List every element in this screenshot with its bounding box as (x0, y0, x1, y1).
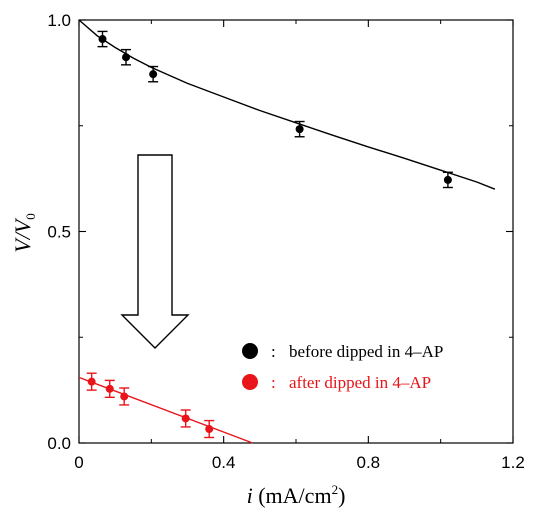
data-point-series-0 (295, 125, 304, 134)
data-point-series-1 (205, 425, 214, 434)
axis-ticks: 0 0.4 0.8 1.2 0.0 0.5 1.0 (47, 11, 524, 472)
y-axis-label: V/V0 (10, 213, 38, 253)
legend-label-after: after dipped in 4–AP (289, 373, 431, 392)
data-point-series-0 (443, 175, 452, 184)
data-point-series-0 (98, 35, 107, 44)
legend-marker-after (242, 374, 258, 390)
x-tick-label: 1.2 (501, 453, 525, 472)
data-point-series-1 (181, 414, 190, 423)
legend-label-before: before dipped in 4–AP (289, 342, 443, 361)
fit-line-series-0 (78, 19, 496, 190)
data-point-series-1 (105, 384, 114, 393)
y-tick-label: 1.0 (47, 11, 71, 30)
y-tick-label: 0.5 (47, 223, 71, 242)
data-point-series-1 (87, 377, 96, 386)
x-tick-label: 0.8 (357, 453, 381, 472)
legend: : before dipped in 4–AP : after dipped i… (242, 342, 443, 392)
y-tick-label: 0.0 (47, 434, 71, 453)
data-points (86, 30, 453, 439)
data-point-series-0 (122, 53, 131, 62)
legend-marker-before (242, 343, 258, 359)
transition-arrow (120, 154, 190, 349)
legend-sep-before: : (271, 342, 276, 361)
fit-line-series-1 (78, 376, 253, 444)
x-tick-label: 0 (74, 453, 83, 472)
data-point-series-1 (120, 392, 129, 401)
x-tick-label: 0.4 (212, 453, 236, 472)
x-axis-label: i (mA/cm2) (247, 482, 346, 508)
legend-sep-after: : (271, 373, 276, 392)
data-point-series-0 (149, 70, 158, 79)
